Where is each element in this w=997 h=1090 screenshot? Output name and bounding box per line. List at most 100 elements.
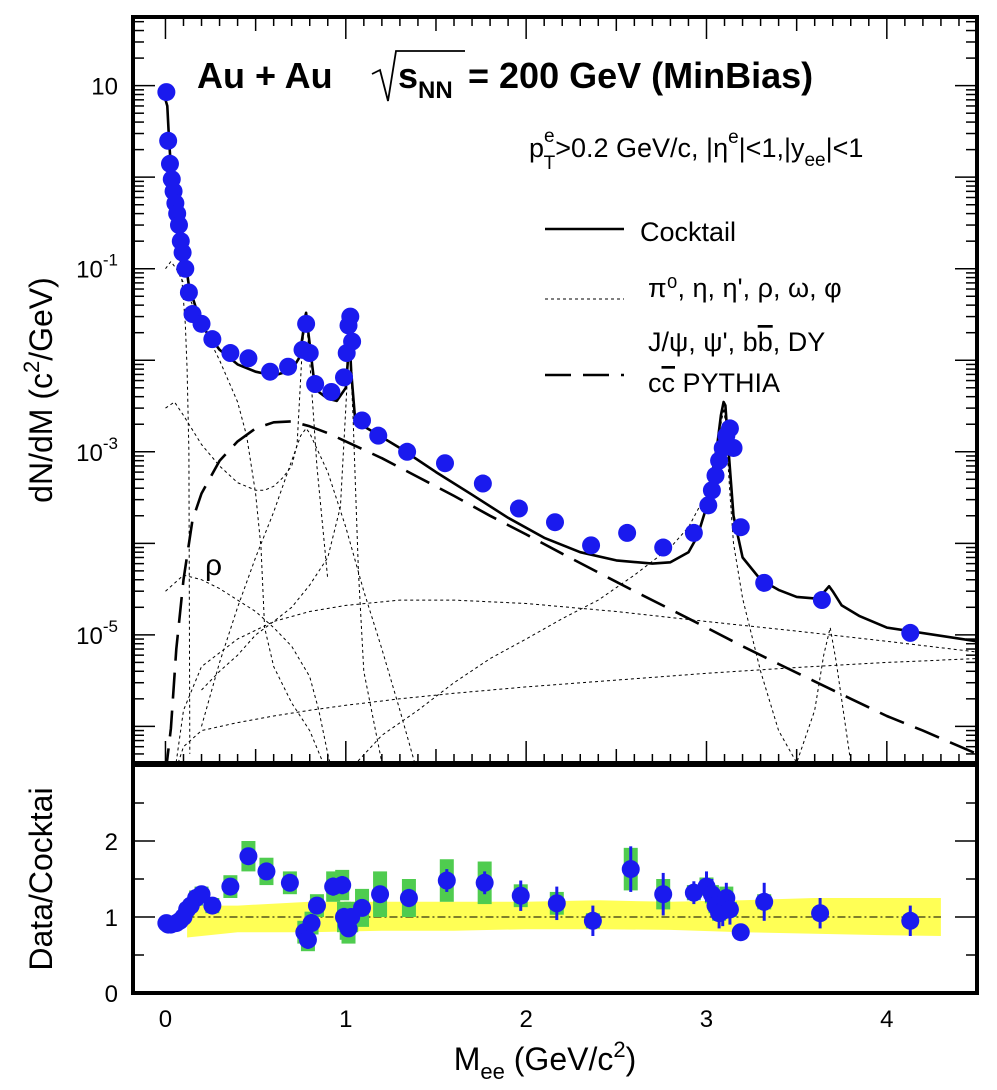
data-point [203,330,222,349]
legend-heavy: J/ψ, ψ', bb, DY [648,327,825,357]
top-panel: 10-5 10-3 10-1 10 Au + Au sNN = 200 GeV (Mi… [19,15,979,993]
data-point [435,454,454,473]
ratio-point [280,873,299,892]
data-point [731,518,750,537]
title-system: Au + Au [197,55,333,96]
data-point [176,259,195,278]
data-point [509,499,528,518]
data-point [702,481,721,500]
curve-- [201,336,383,763]
x-tick-label: 0 [159,1006,172,1033]
ratio-point [203,896,222,915]
top-y-axis-label: dN/dM (c2/GeV) [19,277,59,503]
curve-b-b- [175,599,977,763]
bottom-ticks: 0 1 2 0 1 2 3 4 [105,764,977,1033]
data-point [473,474,492,493]
data-point [699,496,718,515]
ratio-point [298,930,317,949]
curve-- [201,427,416,763]
legend-cocktail: Cocktail [640,217,736,247]
data-point [239,349,258,368]
data-point [706,466,725,485]
rho-annotation: ρ [205,549,222,582]
ratio-point [257,862,276,881]
ratio-point [901,911,920,930]
data-point [369,426,388,445]
data-point [398,442,417,461]
data-point [159,131,178,150]
data-point [341,307,360,326]
data-point [618,523,637,542]
top-y-tick-label: 10-5 [76,617,118,650]
ratio-point [192,885,211,904]
top-plot-frame [133,17,977,763]
data-point [546,513,564,532]
data-point [160,154,179,173]
data-point [724,438,743,457]
bottom-plot-frame [133,765,977,993]
data-point [300,344,319,363]
bottom-y-tick-label: 2 [105,829,118,856]
ratio-point [475,873,494,892]
data-point [306,375,325,394]
sqrt-s-label: sNN [398,55,453,104]
data-point [279,357,298,376]
sqrt-symbol [371,50,465,102]
ratio-point [437,871,456,890]
data-point [901,623,920,642]
data-point [720,419,739,438]
ratio-point [371,885,390,904]
legend-charm: cc PYTHIA [648,368,780,398]
ratio-point [621,860,640,879]
ratio-point [654,885,673,904]
ratio-point [333,876,352,895]
data-point [179,283,198,302]
legend-light-mesons: π⁰, η, η', ρ, ω, φ [648,273,842,303]
bottom-panel: 0 1 2 0 1 2 3 4 Data/Cocktai Mee (GeV/c2) [23,763,979,1084]
ratio-point [221,877,240,896]
data-point [582,536,601,555]
bottom-y-axis-label: Data/Cocktai [23,787,59,970]
data-point [353,411,372,430]
ratio-point [302,914,321,933]
data-point [173,243,192,262]
data-point [169,216,188,235]
kinematic-cuts: pe T>0.2 GeV/c, |ηe|<1,|yee|<1 [529,126,863,174]
bottom-y-tick-label: 0 [105,981,118,1008]
data-point [654,538,673,557]
ratio-point [811,904,830,923]
data-point [755,573,774,592]
legend: Cocktail π⁰, η, η', ρ, ω, φ J/ψ, ψ', bb,… [545,217,842,398]
data-point [297,314,316,333]
x-tick-label: 4 [880,1006,893,1033]
bottom-y-tick-label: 1 [105,905,118,932]
x-tick-label: 3 [700,1006,713,1033]
ratio-point [353,898,372,917]
data-point [812,591,831,610]
ratio-point [755,892,774,911]
top-y-tick-label: 10-1 [76,251,118,284]
data-point [157,83,176,102]
data-point [261,362,280,381]
data-point [221,344,240,363]
top-y-tick-label: 10-3 [76,434,118,467]
curve-drell-yan [177,658,977,763]
top-y-tick-label: 10 [91,74,118,101]
data-point [343,332,362,351]
x-tick-label: 2 [519,1006,532,1033]
title: Au + Au [197,55,333,96]
bottom-plot-border [131,763,979,995]
ratio-point [307,896,326,915]
x-tick-label: 1 [339,1006,352,1033]
ratio-point [731,923,750,942]
top-y-ticks: 10-5 10-3 10-1 10 [76,74,118,650]
ratio-point [547,894,566,913]
ratio-points [157,841,920,952]
x-axis-label: Mee (GeV/c2) [454,1037,637,1084]
data-points [157,83,920,642]
data-point [684,523,703,542]
ratio-point [720,900,739,919]
data-point [335,368,353,387]
ratio-point [511,886,530,905]
